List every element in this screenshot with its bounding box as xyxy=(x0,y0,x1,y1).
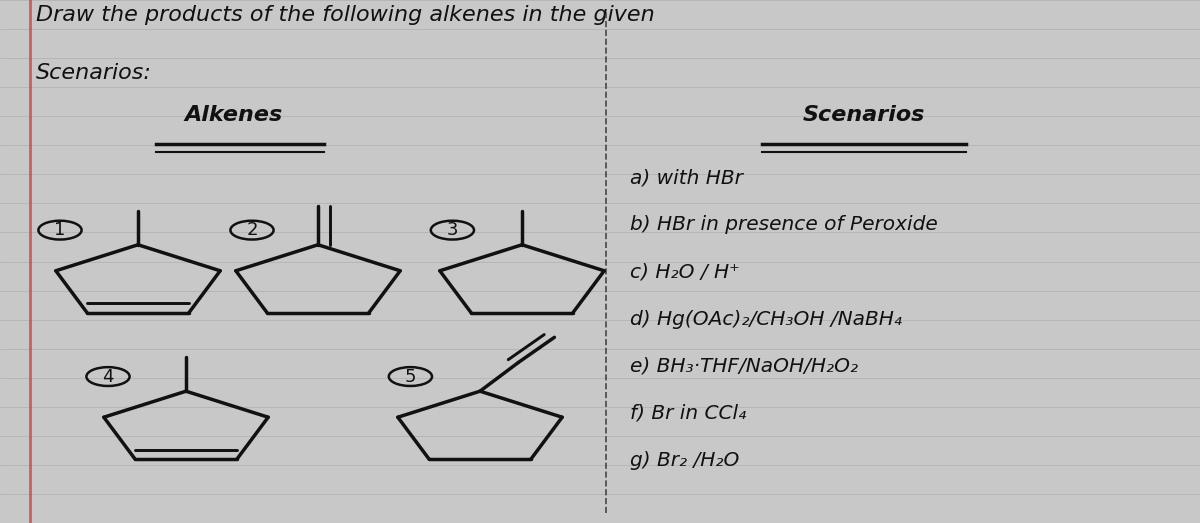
Text: b) HBr in presence of Peroxide: b) HBr in presence of Peroxide xyxy=(630,215,937,234)
Text: c) H₂O / H⁺: c) H₂O / H⁺ xyxy=(630,263,739,281)
Text: a) with HBr: a) with HBr xyxy=(630,168,743,187)
Text: g) Br₂ /H₂O: g) Br₂ /H₂O xyxy=(630,451,739,470)
Text: 5: 5 xyxy=(404,368,416,385)
Text: e) BH₃·THF/NaOH/H₂O₂: e) BH₃·THF/NaOH/H₂O₂ xyxy=(630,357,858,376)
Text: Scenarios: Scenarios xyxy=(803,105,925,125)
Text: 3: 3 xyxy=(446,221,458,239)
Text: 2: 2 xyxy=(246,221,258,239)
Text: 4: 4 xyxy=(102,368,114,385)
Text: 1: 1 xyxy=(54,221,66,239)
Text: Draw the products of the following alkenes in the given: Draw the products of the following alken… xyxy=(36,5,655,25)
Text: d) Hg(OAc)₂/CH₃OH /NaBH₄: d) Hg(OAc)₂/CH₃OH /NaBH₄ xyxy=(630,310,902,328)
Text: Alkenes: Alkenes xyxy=(185,105,283,125)
Text: Scenarios:: Scenarios: xyxy=(36,63,152,83)
Text: f) Br in CCl₄: f) Br in CCl₄ xyxy=(630,404,746,423)
